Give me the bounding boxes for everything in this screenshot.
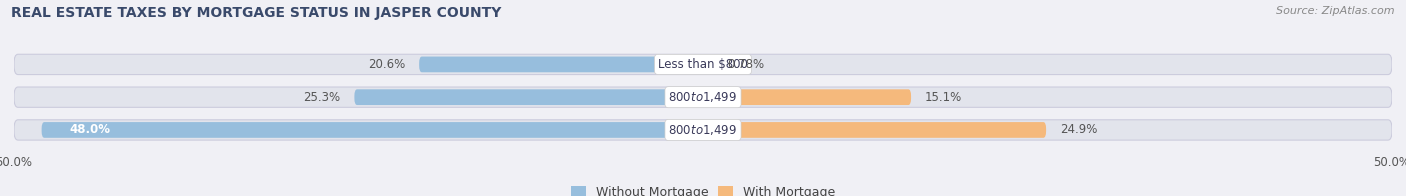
Text: Less than $800: Less than $800 <box>658 58 748 71</box>
Text: REAL ESTATE TAXES BY MORTGAGE STATUS IN JASPER COUNTY: REAL ESTATE TAXES BY MORTGAGE STATUS IN … <box>11 6 502 20</box>
FancyBboxPatch shape <box>703 89 911 105</box>
Text: 20.6%: 20.6% <box>368 58 405 71</box>
Text: 15.1%: 15.1% <box>925 91 962 104</box>
Text: $800 to $1,499: $800 to $1,499 <box>668 123 738 137</box>
FancyBboxPatch shape <box>419 57 703 72</box>
Text: $800 to $1,499: $800 to $1,499 <box>668 90 738 104</box>
Text: 48.0%: 48.0% <box>69 123 110 136</box>
FancyBboxPatch shape <box>14 120 1392 140</box>
Legend: Without Mortgage, With Mortgage: Without Mortgage, With Mortgage <box>565 181 841 196</box>
FancyBboxPatch shape <box>14 54 1392 74</box>
FancyBboxPatch shape <box>703 122 1046 138</box>
Text: 24.9%: 24.9% <box>1060 123 1097 136</box>
FancyBboxPatch shape <box>14 87 1392 107</box>
Text: 0.78%: 0.78% <box>727 58 765 71</box>
FancyBboxPatch shape <box>354 89 703 105</box>
FancyBboxPatch shape <box>703 57 714 72</box>
FancyBboxPatch shape <box>42 122 703 138</box>
Text: Source: ZipAtlas.com: Source: ZipAtlas.com <box>1277 6 1395 16</box>
Text: 25.3%: 25.3% <box>304 91 340 104</box>
